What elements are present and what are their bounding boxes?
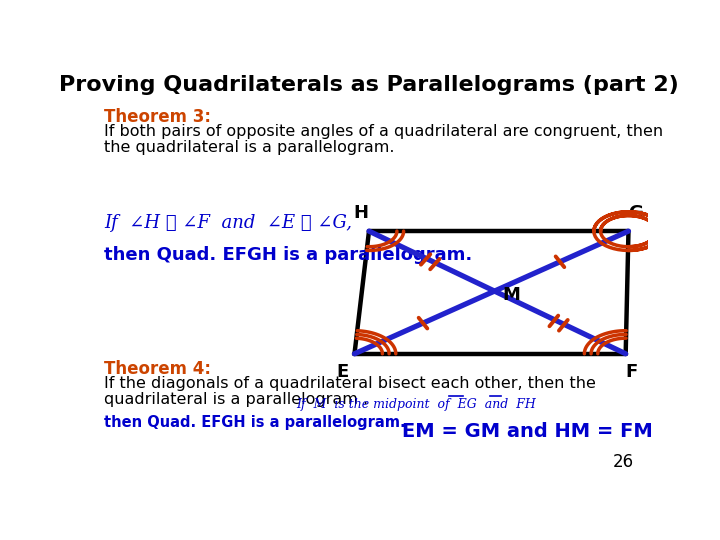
Text: EM = GM and HM = FM: EM = GM and HM = FM — [402, 422, 653, 441]
Text: Proving Quadrilaterals as Parallelograms (part 2): Proving Quadrilaterals as Parallelograms… — [59, 75, 679, 95]
Text: If  M  is the midpoint  of  EG  and  FH: If M is the midpoint of EG and FH — [297, 399, 536, 411]
Text: Theorem 3:: Theorem 3: — [104, 109, 211, 126]
Text: H: H — [353, 204, 368, 222]
Text: E: E — [336, 363, 348, 381]
Text: M: M — [502, 286, 520, 303]
Text: Theorem 4:: Theorem 4: — [104, 360, 211, 378]
Text: If the diagonals of a quadrilateral bisect each other, then the: If the diagonals of a quadrilateral bise… — [104, 376, 596, 391]
Text: If  ∠H ≅ ∠F  and  ∠E ≅ ∠G,: If ∠H ≅ ∠F and ∠E ≅ ∠G, — [104, 214, 352, 233]
Text: If both pairs of opposite angles of a quadrilateral are congruent, then: If both pairs of opposite angles of a qu… — [104, 124, 663, 139]
Text: 26: 26 — [613, 454, 634, 471]
Text: the quadrilateral is a parallelogram.: the quadrilateral is a parallelogram. — [104, 140, 395, 154]
Text: then Quad. EFGH is a parallelogram.: then Quad. EFGH is a parallelogram. — [104, 246, 472, 264]
Text: quadrilateral is a parallelogram .: quadrilateral is a parallelogram . — [104, 392, 368, 407]
Text: then Quad. EFGH is a parallelogram.: then Quad. EFGH is a parallelogram. — [104, 415, 405, 430]
Text: G: G — [628, 204, 643, 222]
Text: F: F — [625, 363, 637, 381]
